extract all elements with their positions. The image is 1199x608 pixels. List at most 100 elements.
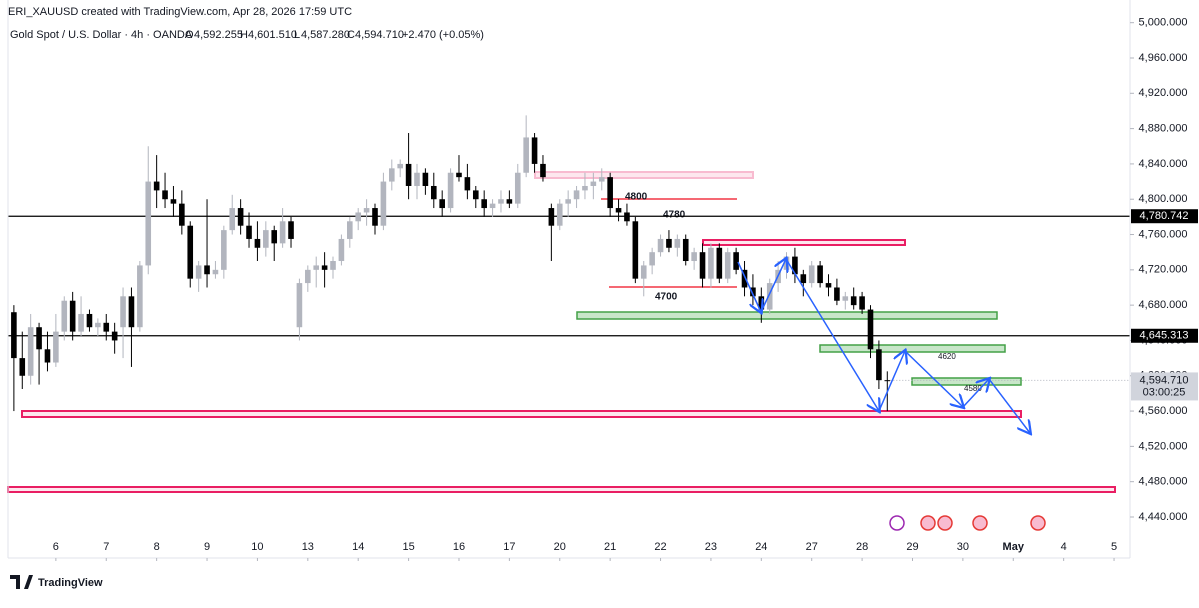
candle-body [523, 137, 529, 173]
x-tick-label: 23 [705, 541, 717, 553]
candle-body [237, 208, 244, 226]
event-icon[interactable] [920, 515, 936, 531]
annotation: 4780 [663, 210, 686, 221]
zone [702, 239, 906, 246]
legend-symbol: Gold Spot / U.S. Dollar · 4h · OANDA [10, 29, 193, 41]
candle-body [506, 199, 513, 204]
zone [911, 377, 1022, 386]
x-tick-label: 10 [251, 541, 263, 553]
candle-body [615, 208, 622, 213]
y-tick-label: 4,520.000 [1139, 440, 1188, 452]
annotation: 4800 [625, 192, 648, 203]
candle-body [221, 230, 227, 270]
countdown: 03:00:25 [1143, 386, 1186, 398]
candle-body [464, 177, 471, 191]
event-icon[interactable] [972, 515, 988, 531]
candle-body [179, 203, 185, 226]
candle-body [305, 269, 311, 284]
annotation: 4580 [964, 384, 982, 393]
candle-body [867, 309, 874, 350]
candle-body [330, 261, 336, 270]
candle-body [582, 185, 588, 191]
candle-body [666, 238, 672, 248]
y-tick-label: 4,440.000 [1139, 511, 1188, 523]
zone [576, 311, 998, 320]
candle-body [422, 172, 429, 186]
event-icon[interactable] [937, 515, 953, 531]
candle-body [388, 168, 395, 182]
x-tick-label: 27 [806, 541, 818, 553]
x-tick-label: 6 [53, 541, 59, 553]
y-tick-label: 4,960.000 [1139, 52, 1188, 64]
candle-body [271, 230, 278, 244]
y-tick-label: 4,920.000 [1139, 87, 1188, 99]
y-tick-label: 4,680.000 [1139, 299, 1188, 311]
footer-text: TradingView [38, 577, 103, 589]
candle-body [153, 181, 160, 191]
candle-body [808, 265, 815, 284]
footer-logo: TradingView [10, 575, 103, 589]
candle-body [750, 287, 756, 297]
x-tick-label: 14 [352, 541, 364, 553]
candle-body [842, 296, 849, 301]
x-tick-label: 5 [1111, 541, 1117, 553]
legend-value: 4,594.710 [355, 29, 404, 41]
y-tick-label: 5,000.000 [1139, 17, 1188, 29]
candle-body [128, 296, 135, 328]
event-icon[interactable] [1030, 515, 1046, 531]
candle-body [607, 177, 613, 209]
candle-body [850, 296, 857, 306]
zone [819, 344, 1006, 353]
last-price-box [1131, 372, 1198, 401]
candle-body [170, 199, 177, 204]
candle-body [288, 221, 294, 239]
x-tick-label: 4 [1061, 541, 1067, 553]
candle-body [498, 199, 504, 204]
candle-body [540, 163, 546, 178]
legend-value: 4,587.280 [301, 29, 350, 41]
candle-body [11, 312, 17, 359]
legend-key: C [347, 29, 355, 41]
candle-body [363, 208, 370, 213]
candle-body [145, 181, 152, 266]
x-tick-label: 15 [402, 541, 414, 553]
candle-body [36, 327, 42, 350]
legend-value: +2.470 (+0.05%) [402, 29, 484, 41]
candle-body [347, 221, 353, 239]
x-tick-label: 22 [654, 541, 666, 553]
candle-body [590, 181, 597, 186]
x-tick-label: 13 [302, 541, 314, 553]
candle-body [573, 190, 580, 200]
x-tick-label: 16 [453, 541, 465, 553]
candle-body [187, 225, 194, 279]
x-tick-label: 7 [103, 541, 109, 553]
candle-body [792, 256, 798, 275]
price-label-box [1131, 209, 1198, 224]
candle-body [640, 265, 647, 279]
legend-key: O [185, 29, 194, 41]
event-icon[interactable] [889, 515, 905, 531]
x-tick-label: 28 [856, 541, 868, 553]
last-price-label: 4,594.710 [1140, 374, 1189, 386]
candle-body [414, 172, 420, 186]
candle-body [430, 185, 437, 200]
candle-body [212, 269, 219, 275]
zone [21, 410, 1022, 418]
x-tick-label: 17 [503, 541, 515, 553]
candle-body [296, 283, 303, 328]
candle-body [19, 358, 26, 376]
y-tick-label: 4,800.000 [1139, 193, 1188, 205]
zone [534, 171, 754, 179]
candle-body [741, 269, 748, 288]
x-tick-label: 8 [154, 541, 160, 553]
annotation: 4620 [938, 352, 956, 361]
x-tick-label: May [1003, 541, 1025, 553]
event-icons [889, 515, 1046, 531]
x-tick-label: 20 [554, 541, 566, 553]
price-label: 4,780.742 [1140, 210, 1189, 222]
candle-body [103, 322, 110, 332]
candle-body [624, 212, 630, 222]
candle-body [204, 265, 210, 275]
candle-body [111, 331, 118, 341]
